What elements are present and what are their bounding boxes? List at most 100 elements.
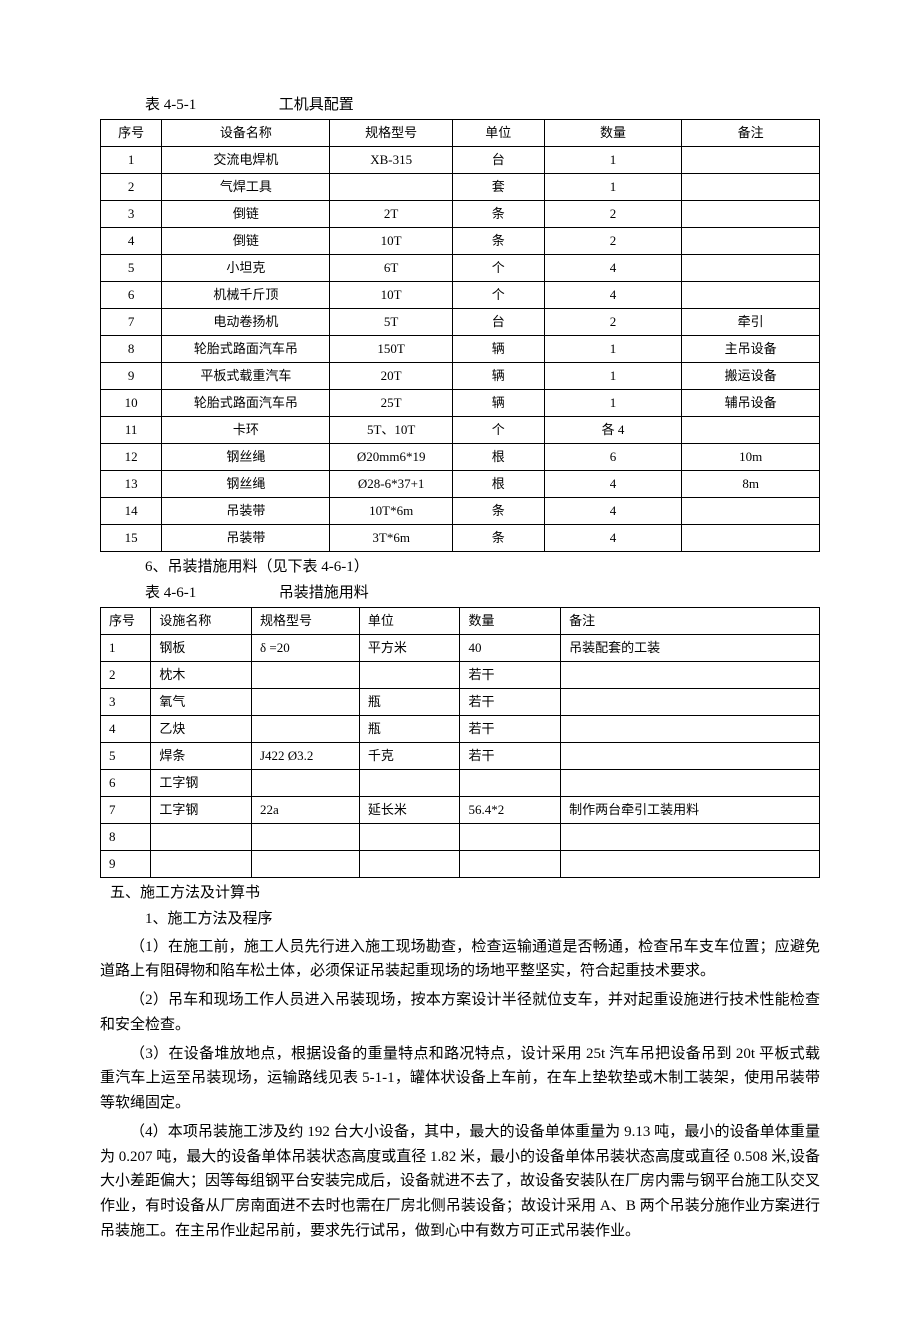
table-cell [359, 661, 460, 688]
table-header-cell: 设备名称 [162, 119, 330, 146]
table-cell [151, 823, 252, 850]
table-cell: 3T*6m [330, 524, 452, 551]
table-row: 10轮胎式路面汽车吊25T辆1辅吊设备 [101, 389, 820, 416]
table-cell: 1 [101, 146, 162, 173]
table-cell: 瓶 [359, 688, 460, 715]
table-cell: 4 [544, 254, 682, 281]
table-cell: 钢丝绳 [162, 443, 330, 470]
table-cell: 吊装带 [162, 497, 330, 524]
table-cell [251, 688, 359, 715]
table-row: 8轮胎式路面汽车吊150T辆1主吊设备 [101, 335, 820, 362]
table-cell: 8 [101, 335, 162, 362]
table-cell: 6 [101, 281, 162, 308]
table-cell: 10T [330, 281, 452, 308]
table-cell: 交流电焊机 [162, 146, 330, 173]
table-cell [682, 254, 820, 281]
table-row: 4倒链10T条2 [101, 227, 820, 254]
table1-title-name: 工机具配置 [279, 97, 354, 113]
table1-title-label: 表 4-5-1 [145, 94, 275, 117]
table-cell: 钢丝绳 [162, 470, 330, 497]
table-cell: 9 [101, 850, 151, 877]
table-cell: 轮胎式路面汽车吊 [162, 389, 330, 416]
table-cell [561, 661, 820, 688]
table-cell [460, 823, 561, 850]
table-cell: 3 [101, 688, 151, 715]
table-cell: 4 [544, 281, 682, 308]
table-row: 5焊条J422 Ø3.2千克若干 [101, 742, 820, 769]
table-cell: 40 [460, 634, 561, 661]
table-row: 3氧气瓶若干 [101, 688, 820, 715]
table-cell [561, 769, 820, 796]
paragraph-2: （2）吊车和现场工作人员进入吊装现场，按本方案设计半径就位支车，并对起重设施进行… [100, 988, 820, 1038]
table-cell: 枕木 [151, 661, 252, 688]
table-cell: 6T [330, 254, 452, 281]
table-cell: 1 [544, 335, 682, 362]
table-cell: 根 [452, 470, 544, 497]
table-cell: 22a [251, 796, 359, 823]
table-cell: 1 [544, 362, 682, 389]
table-cell: 条 [452, 227, 544, 254]
table-header-cell: 数量 [460, 607, 561, 634]
table-cell [561, 742, 820, 769]
table-cell: 平板式载重汽车 [162, 362, 330, 389]
table-header-cell: 单位 [359, 607, 460, 634]
table-cell [330, 173, 452, 200]
table-cell: 制作两台牵引工装用料 [561, 796, 820, 823]
table-cell: 吊装配套的工装 [561, 634, 820, 661]
table-row: 14吊装带10T*6m条4 [101, 497, 820, 524]
table-cell: 7 [101, 308, 162, 335]
table-cell: 12 [101, 443, 162, 470]
table-cell: 4 [544, 470, 682, 497]
table-cell: 套 [452, 173, 544, 200]
table-cell: 150T [330, 335, 452, 362]
table-cell: 1 [101, 634, 151, 661]
table2-title-label: 表 4-6-1 [145, 582, 275, 605]
table-cell: 辆 [452, 389, 544, 416]
table-cell: 焊条 [151, 742, 252, 769]
table-cell: 2 [101, 173, 162, 200]
table-cell: 若干 [460, 715, 561, 742]
table-cell: 工字钢 [151, 769, 252, 796]
table-cell: 56.4*2 [460, 796, 561, 823]
table-cell [682, 524, 820, 551]
table-cell [682, 281, 820, 308]
table-cell: 气焊工具 [162, 173, 330, 200]
table-row: 12钢丝绳Ø20mm6*19根610m [101, 443, 820, 470]
table-header-cell: 规格型号 [251, 607, 359, 634]
table-cell: 乙炔 [151, 715, 252, 742]
table-row: 7工字钢22a延长米56.4*2制作两台牵引工装用料 [101, 796, 820, 823]
table-cell [682, 416, 820, 443]
table-cell [561, 850, 820, 877]
table-row: 15吊装带3T*6m条4 [101, 524, 820, 551]
table-cell: 13 [101, 470, 162, 497]
table-row: 4乙炔瓶若干 [101, 715, 820, 742]
table-row: 7电动卷扬机5T台2牵引 [101, 308, 820, 335]
table-cell: 2 [544, 308, 682, 335]
table-equipment-config: 序号设备名称规格型号单位数量备注1交流电焊机XB-315台12气焊工具套13倒链… [100, 119, 820, 552]
table-cell: 辆 [452, 335, 544, 362]
table-cell: 20T [330, 362, 452, 389]
table-cell [151, 850, 252, 877]
table-cell: 2 [544, 227, 682, 254]
table-cell: 辅吊设备 [682, 389, 820, 416]
table2-title: 表 4-6-1 吊装措施用料 [145, 582, 820, 605]
table-cell [682, 227, 820, 254]
table-row: 6工字钢 [101, 769, 820, 796]
table-row: 9平板式载重汽车20T辆1搬运设备 [101, 362, 820, 389]
table-cell: 4 [101, 227, 162, 254]
table-cell: 1 [544, 173, 682, 200]
table-cell: 吊装带 [162, 524, 330, 551]
table-cell: Ø20mm6*19 [330, 443, 452, 470]
table-cell: 条 [452, 524, 544, 551]
table-cell: 倒链 [162, 227, 330, 254]
table-cell: 台 [452, 308, 544, 335]
table-cell: 25T [330, 389, 452, 416]
table-cell: 14 [101, 497, 162, 524]
table-row: 8 [101, 823, 820, 850]
table-cell: 条 [452, 200, 544, 227]
table-header-cell: 单位 [452, 119, 544, 146]
table-cell [682, 200, 820, 227]
table-cell: 7 [101, 796, 151, 823]
table-row: 6机械千斤顶10T个4 [101, 281, 820, 308]
subtitle-6: 6、吊装措施用料（见下表 4-6-1） [145, 556, 820, 579]
